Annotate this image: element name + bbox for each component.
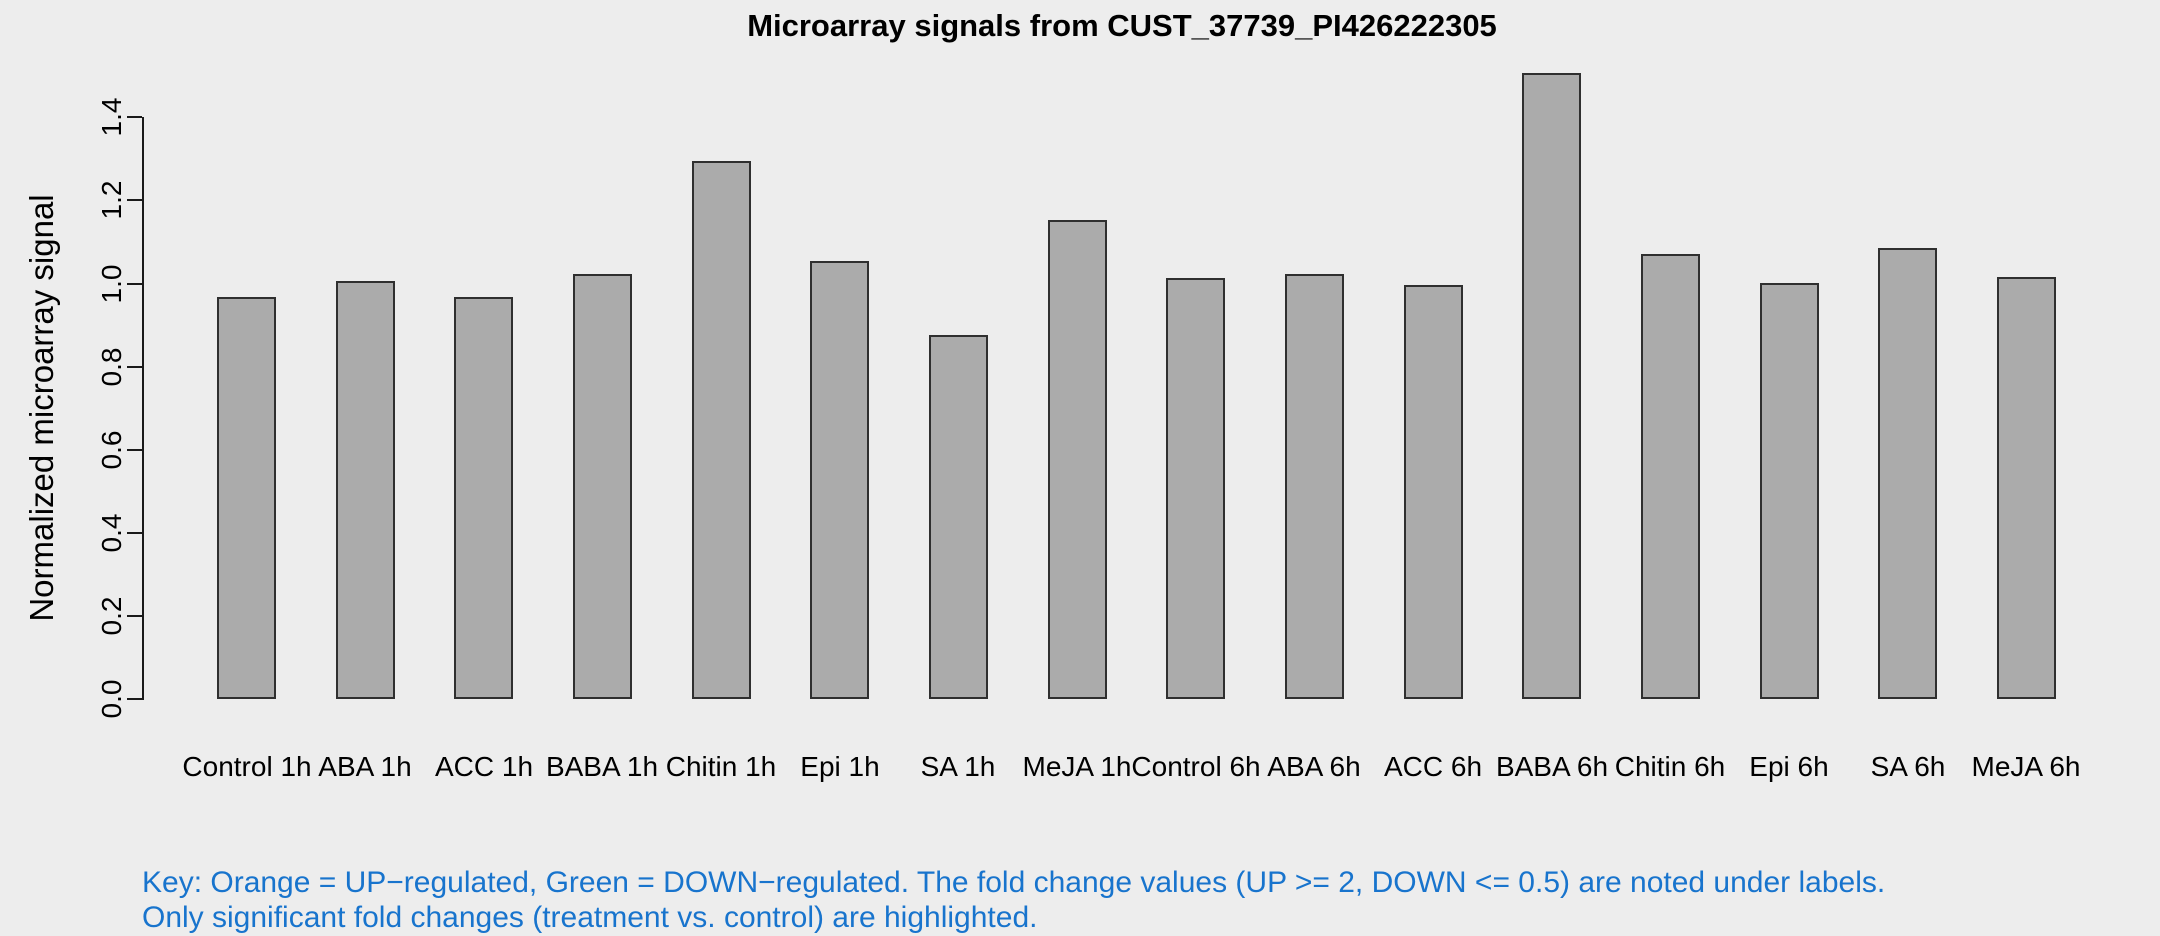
y-axis-tick-label: 1.0 (96, 264, 127, 304)
bar-control-1h (217, 297, 276, 699)
x-axis-label: ABA 1h (318, 751, 412, 782)
y-axis-tick (127, 615, 142, 617)
y-axis-tick-label: 0.0 (96, 679, 127, 719)
y-axis-line (142, 117, 144, 700)
bar-epi-1h (810, 261, 869, 699)
bar-acc-1h (454, 297, 513, 699)
bar-chitin-6h (1641, 254, 1700, 699)
footnote-key-line-1: Key: Orange = UP−regulated, Green = DOWN… (142, 866, 1886, 899)
x-axis-label: MeJA 6h (1971, 751, 2081, 782)
x-axis-label: ABA 6h (1267, 751, 1361, 782)
bar-sa-6h (1878, 248, 1937, 699)
y-axis-tick (127, 199, 142, 201)
footnote-key-line-2: Only significant fold changes (treatment… (142, 901, 1038, 934)
x-axis-label: MeJA 1h (1022, 751, 1132, 782)
bar-baba-1h (573, 274, 632, 699)
y-axis-tick-label: 1.4 (96, 97, 127, 137)
y-axis-tick-label: 0.8 (96, 347, 127, 387)
y-axis-tick-label: 0.6 (96, 430, 127, 470)
x-axis-label: Control 1h (182, 751, 312, 782)
bar-meja-6h (1997, 277, 2056, 699)
chart-title: Microarray signals from CUST_37739_PI426… (747, 8, 1497, 43)
bar-aba-1h (336, 281, 395, 699)
y-axis-tick (127, 449, 142, 451)
y-axis-tick (127, 698, 142, 700)
y-axis-tick (127, 366, 142, 368)
x-axis-label: Epi 6h (1749, 751, 1829, 782)
y-axis-tick-label: 1.2 (96, 180, 127, 220)
x-axis-label: BABA 6h (1495, 751, 1609, 782)
y-axis-tick-label: 0.4 (96, 513, 127, 553)
x-axis-label: ACC 6h (1383, 751, 1483, 782)
bar-baba-6h (1522, 73, 1581, 699)
bar-chitin-1h (692, 161, 751, 699)
bar-aba-6h (1285, 274, 1344, 699)
y-axis-tick-label: 0.2 (96, 596, 127, 636)
bar-epi-6h (1760, 283, 1819, 699)
y-axis-tick (127, 116, 142, 118)
bar-acc-6h (1404, 285, 1463, 699)
x-axis-label: SA 6h (1870, 751, 1946, 782)
y-axis-tick (127, 283, 142, 285)
x-axis-label: ACC 1h (434, 751, 534, 782)
x-axis-label: Epi 1h (800, 751, 880, 782)
x-axis-label: Chitin 1h (665, 751, 777, 782)
y-axis-label: Normalized microarray signal (23, 194, 60, 622)
x-axis-label: BABA 1h (545, 751, 659, 782)
x-axis-label: SA 1h (920, 751, 996, 782)
x-axis-label: Control 6h (1131, 751, 1261, 782)
x-axis-label: Chitin 6h (1614, 751, 1726, 782)
bar-sa-1h (929, 335, 988, 699)
y-axis-tick (127, 532, 142, 534)
bar-meja-1h (1048, 220, 1107, 699)
bar-control-6h (1166, 278, 1225, 699)
